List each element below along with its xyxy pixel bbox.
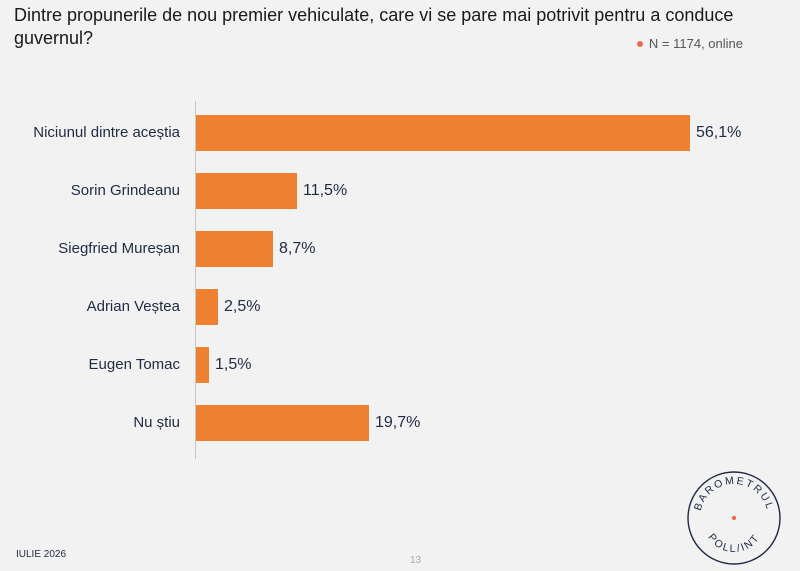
logo-bottom-text: POLL/INT [705,532,762,555]
sample-size-text: N = 1174, online [648,36,743,51]
bar-value-label: 19,7% [375,414,421,431]
page-number: 13 [410,555,422,566]
bar-value-label: 1,5% [215,356,252,373]
logo-ring [687,471,781,565]
bar-value-label: 8,7% [279,240,316,257]
barometrul-pollint-logo: BAROMETRUL POLL/INT [687,471,781,565]
category-label: Siegfried Mureșan [58,240,180,257]
bar-value-label: 56,1% [696,124,742,141]
bar [196,405,369,441]
bar [196,115,690,151]
category-label: Adrian Veștea [86,298,180,315]
footer-date: IULIE 2026 [16,549,67,560]
category-label: Eugen Tomac [88,356,180,373]
bar-value-label: 2,5% [224,298,261,315]
bar [196,347,209,383]
category-label: Nu știu [133,414,180,431]
category-axis-line [195,101,196,459]
bar [196,173,297,209]
sample-size-note: N = 1174, online [636,36,743,51]
logo-center-dot [731,515,737,521]
bar [196,289,218,325]
category-label: Sorin Grindeanu [70,182,180,199]
category-label: Niciunul dintre aceștia [33,124,180,141]
bullet-dot-icon [636,40,643,47]
bar-value-label: 11,5% [303,182,348,199]
page-title: Dintre propunerile de nou premier vehicu… [14,5,734,48]
logo-top-text: BAROMETRUL [692,475,776,512]
bar [196,231,273,267]
